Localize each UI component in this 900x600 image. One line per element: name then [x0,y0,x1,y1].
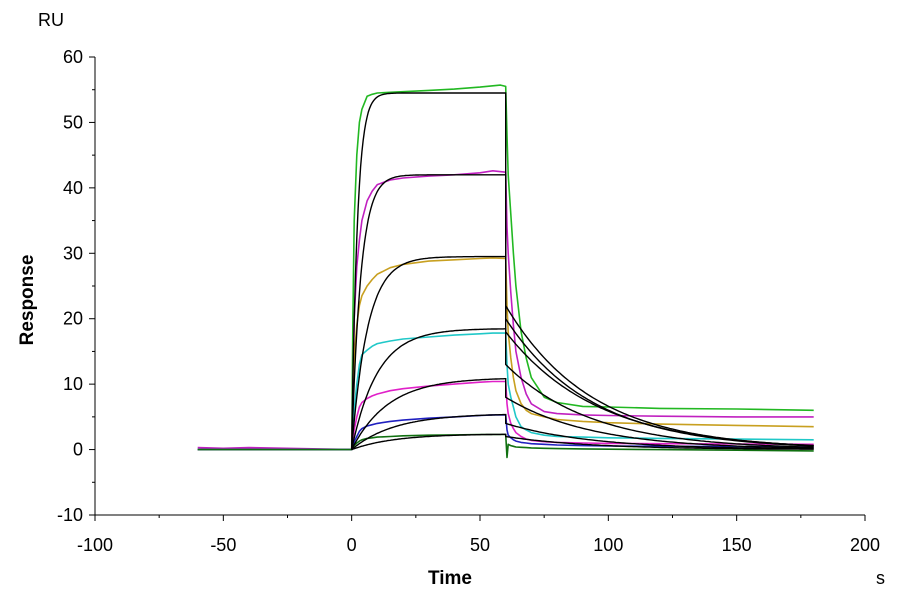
fit-curves [351,92,814,451]
fit-curve-5 [351,378,814,450]
y-tick-label: 20 [63,309,83,329]
x-tick-label: -100 [77,535,113,555]
x-tick-label: 150 [722,535,752,555]
y-tick-label: 60 [63,47,83,67]
x-tick-label: 0 [347,535,357,555]
fit-curve-7 [351,433,814,451]
y-unit-label: RU [38,10,64,30]
y-tick-label: 40 [63,178,83,198]
fit-curve-3 [351,255,814,450]
series-line-2 [197,170,814,451]
x-unit-label: s [876,568,885,588]
y-tick-label: -10 [57,505,83,525]
x-tick-label: -50 [210,535,236,555]
fit-curve-6 [351,413,814,451]
fit-curve-4 [351,328,814,450]
y-axis-title: Response [17,255,38,346]
y-tick-label: 50 [63,112,83,132]
y-tick-label: 10 [63,374,83,394]
x-tick-label: 100 [593,535,623,555]
y-tick-label: 30 [63,243,83,263]
y-tick-label: 0 [73,440,83,460]
x-tick-label: 200 [850,535,880,555]
x-tick-label: 50 [470,535,490,555]
x-axis-title: Time [428,568,472,589]
